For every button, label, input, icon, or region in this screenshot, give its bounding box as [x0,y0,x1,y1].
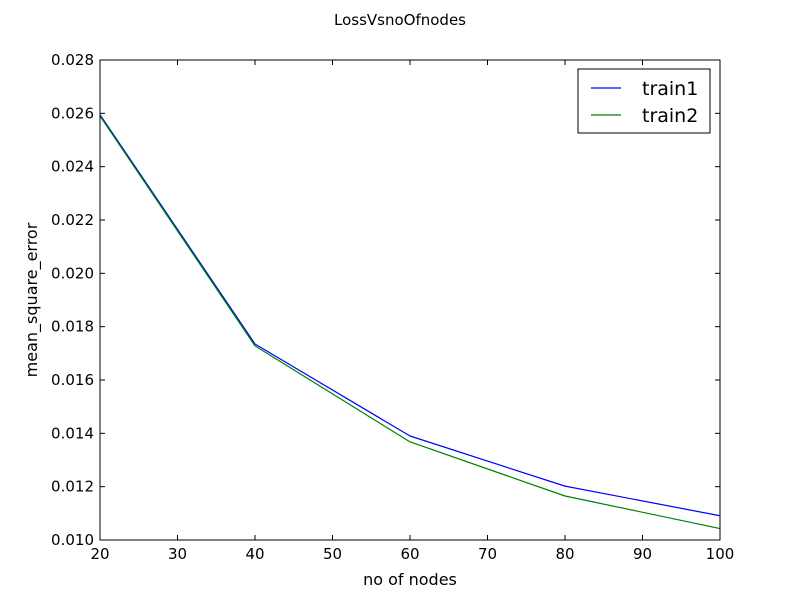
legend-box [577,68,711,134]
y-tick-label: 0.026 [51,104,94,122]
legend-items: train1 train2 [591,78,698,127]
chart-title: LossVsnoOfnodes [334,11,466,29]
y-tick-label: 0.012 [51,478,94,496]
plot-frame [99,59,721,541]
x-tick-label: 80 [555,545,574,563]
series-line-train2 [99,115,721,530]
y-tick-label: 0.014 [51,424,94,442]
legend: train1 train2 [577,68,711,134]
y-tick-label: 0.016 [51,371,94,389]
legend-label: train2 [642,105,698,127]
x-tick-label: 100 [706,545,735,563]
y-tick-label: 0.010 [51,531,94,549]
y-tick-label: 0.024 [51,158,94,176]
x-tick-label: 50 [323,545,342,563]
legend-label: train1 [642,78,698,100]
x-tick-label: 40 [245,545,264,563]
x-tick-label: 20 [90,545,109,563]
x-tick-label: 60 [400,545,419,563]
x-tick-label: 30 [168,545,187,563]
x-axis-label: no of nodes [363,570,457,589]
y-tick-label: 0.028 [51,51,94,69]
plot-area [100,60,720,540]
y-tick-label: 0.022 [51,211,94,229]
x-tick-label: 70 [478,545,497,563]
y-axis-label: mean_square_error [22,222,42,377]
y-tick-label: 0.020 [51,264,94,282]
ticks-layer: 20 30 40 50 60 70 80 90 100 0.010 0.012 0.014 0.016 0… [51,51,734,563]
x-tick-label: 90 [633,545,652,563]
series-layer [99,114,721,530]
y-tick-label: 0.018 [51,318,94,336]
series-line-train1 [99,114,721,517]
